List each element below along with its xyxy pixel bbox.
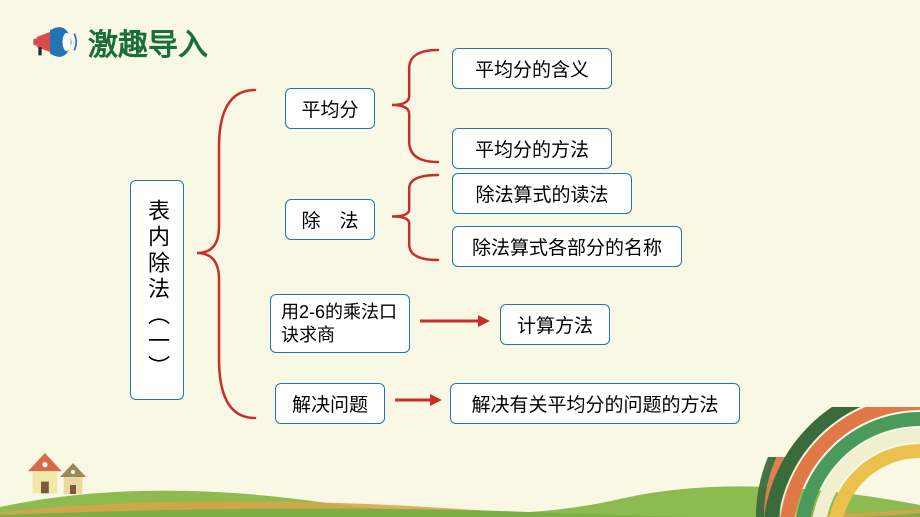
node-label: 解决问题 <box>292 390 368 417</box>
node-label: 平均分的含义 <box>475 55 589 82</box>
node-label: 平均分 <box>301 95 358 122</box>
diagram-node: 除法算式的读法 <box>452 173 632 214</box>
diagram-node: 解决问题 <box>275 383 385 424</box>
arrow <box>395 390 446 410</box>
node-label: 除 法 <box>301 206 358 233</box>
rainbow-corner <box>750 407 920 517</box>
brace <box>390 48 446 166</box>
root-node: 表内除法（一） <box>130 180 184 400</box>
diagram-node: 计算方法 <box>500 304 610 345</box>
brace <box>195 88 263 422</box>
diagram-node: 平均分的含义 <box>452 48 612 89</box>
diagram-node: 除法算式各部分的名称 <box>452 226 682 267</box>
node-label: 计算方法 <box>517 311 593 338</box>
node-label: 除法算式的读法 <box>475 180 608 207</box>
brace <box>390 173 446 264</box>
node-label: 除法算式各部分的名称 <box>472 233 662 260</box>
diagram-node: 除 法 <box>285 199 375 240</box>
header-title: 激趣导入 <box>88 20 208 64</box>
diagram-node: 用2-6的乘法口诀求商 <box>270 294 410 353</box>
node-label: 表内除法（一） <box>141 199 173 381</box>
megaphone-icon <box>30 22 80 62</box>
diagram-node: 平均分的方法 <box>452 128 612 169</box>
house-icon <box>60 463 86 495</box>
node-label: 用2-6的乘法口诀求商 <box>281 301 399 346</box>
house-icon <box>28 453 62 495</box>
node-label: 平均分的方法 <box>475 135 589 162</box>
node-label: 解决有关平均分的问题的方法 <box>471 390 718 417</box>
header: 激趣导入 <box>30 20 208 64</box>
diagram-node: 平均分 <box>285 88 375 129</box>
arrow <box>420 311 494 331</box>
diagram-node: 解决有关平均分的问题的方法 <box>450 383 740 424</box>
